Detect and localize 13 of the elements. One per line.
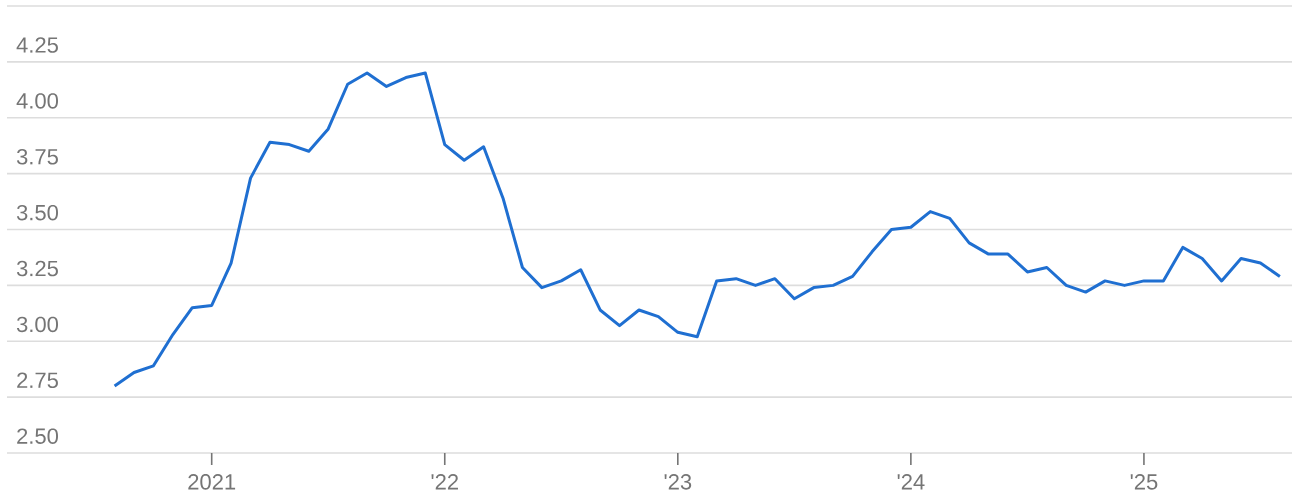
y-tick-label: 2.50 (17, 428, 59, 444)
x-tick-label: '23 (664, 474, 692, 490)
x-tick-label: '22 (431, 474, 458, 490)
y-tick-label: 2.75 (17, 372, 58, 389)
y-tick-label: 4.25 (16, 37, 58, 53)
y-tick-label: 4.00 (16, 93, 59, 109)
y-tick-label: 3.75 (16, 149, 58, 165)
y-tick-label: 3.50 (16, 204, 59, 221)
x-tick-label: '25 (1130, 474, 1158, 490)
x-tick-label: '24 (897, 474, 925, 490)
y-tick-label: 3.00 (16, 316, 59, 333)
y-tick-label: 3.25 (16, 260, 58, 277)
x-tick-label: 2021 (188, 474, 236, 490)
